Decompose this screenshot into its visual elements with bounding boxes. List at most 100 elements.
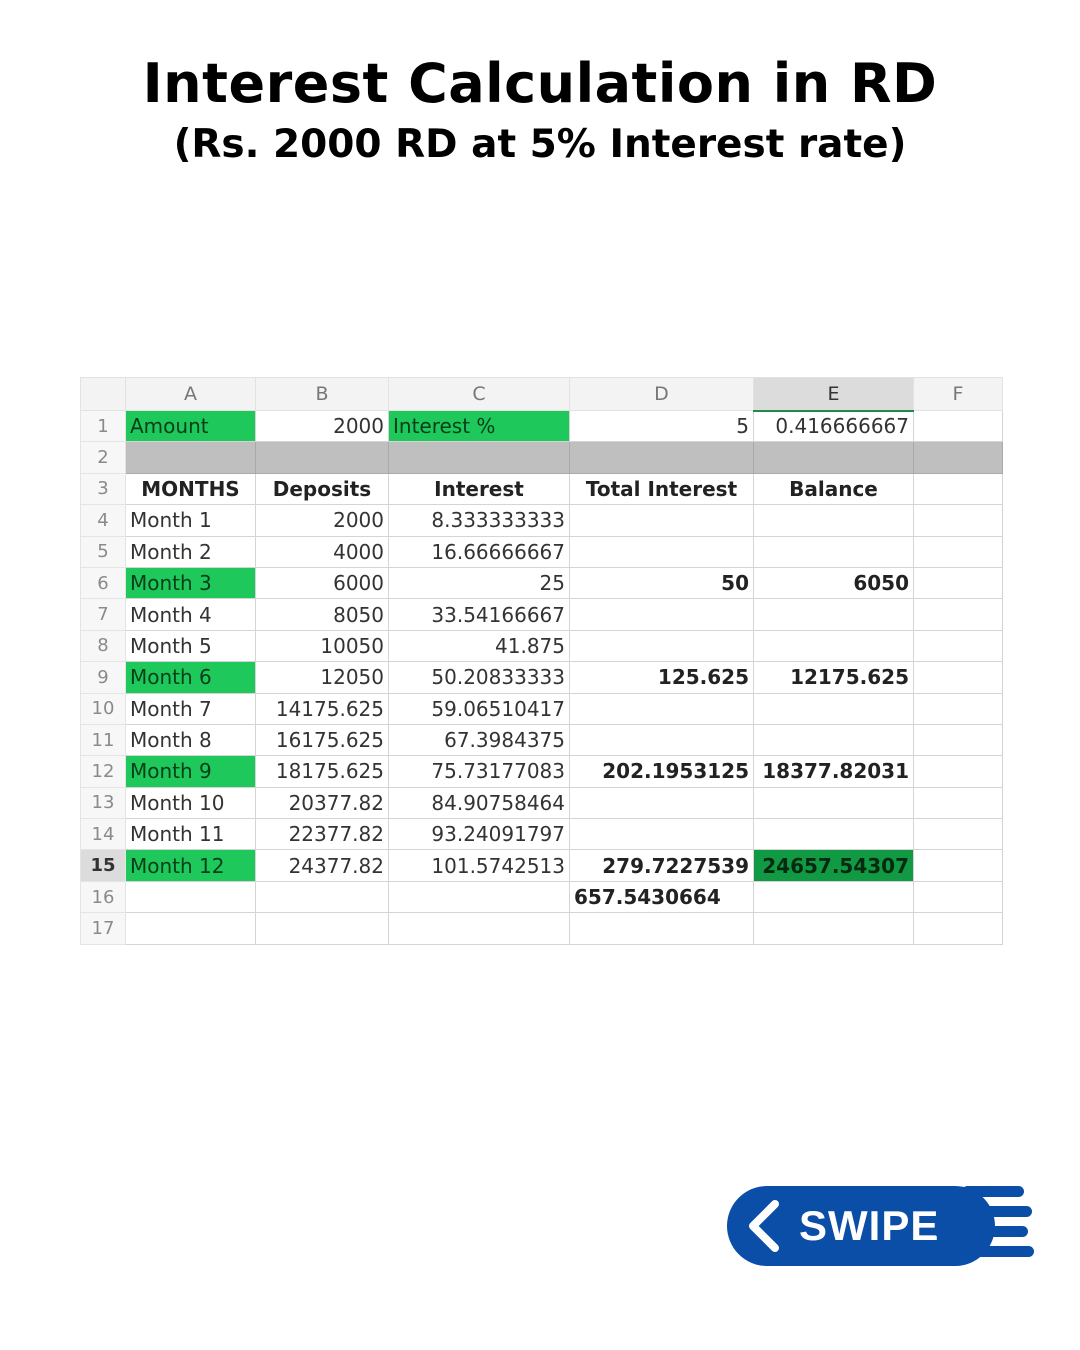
deposit-cell[interactable]: 6000 xyxy=(255,566,389,600)
cell[interactable] xyxy=(913,755,1003,788)
balance-cell[interactable] xyxy=(753,723,914,757)
column-header-e[interactable]: E xyxy=(753,377,914,412)
deposit-cell[interactable]: 20377.82 xyxy=(255,786,389,820)
row-header[interactable]: 1 xyxy=(80,409,126,443)
row-header[interactable]: 13 xyxy=(80,786,126,820)
cell[interactable] xyxy=(388,880,570,914)
cell[interactable] xyxy=(913,409,1003,443)
interest-cell[interactable]: 101.5742513 xyxy=(388,849,570,882)
total-interest-cell[interactable]: 50 xyxy=(569,566,754,600)
balance-cell[interactable] xyxy=(753,535,914,568)
monthly-rate-cell[interactable]: 0.416666667 xyxy=(753,409,914,443)
deposit-cell[interactable]: 24377.82 xyxy=(255,849,389,882)
balance-cell[interactable] xyxy=(753,786,914,820)
cell[interactable] xyxy=(913,692,1003,725)
row-header[interactable]: 12 xyxy=(80,755,126,788)
balance-cell[interactable] xyxy=(753,504,914,537)
interest-value-cell[interactable]: 5 xyxy=(569,409,754,443)
month-cell[interactable]: Month 9 xyxy=(125,755,256,788)
cell[interactable] xyxy=(255,880,389,914)
separator-cell[interactable] xyxy=(125,441,256,474)
cell[interactable] xyxy=(913,912,1003,945)
balance-cell[interactable]: 18377.82031 xyxy=(753,755,914,788)
total-interest-cell[interactable]: 202.1953125 xyxy=(569,755,754,788)
balance-cell[interactable] xyxy=(753,629,914,663)
cell[interactable] xyxy=(913,566,1003,600)
interest-cell[interactable]: 67.3984375 xyxy=(388,723,570,757)
deposit-cell[interactable]: 4000 xyxy=(255,535,389,568)
row-header[interactable]: 16 xyxy=(80,880,126,914)
total-interest-cell[interactable] xyxy=(569,692,754,725)
separator-cell[interactable] xyxy=(569,441,754,474)
total-interest-cell[interactable] xyxy=(569,629,754,663)
separator-cell[interactable] xyxy=(388,441,570,474)
balance-cell[interactable]: 6050 xyxy=(753,566,914,600)
deposit-cell[interactable]: 2000 xyxy=(255,504,389,537)
row-header[interactable]: 5 xyxy=(80,535,126,568)
month-cell[interactable]: Month 8 xyxy=(125,723,256,757)
cell[interactable] xyxy=(913,629,1003,663)
deposit-cell[interactable]: 18175.625 xyxy=(255,755,389,788)
grand-total-interest-cell[interactable]: 657.5430664 xyxy=(569,880,754,914)
interest-cell[interactable]: 25 xyxy=(388,566,570,600)
deposit-cell[interactable]: 22377.82 xyxy=(255,818,389,851)
column-header-a[interactable]: A xyxy=(125,377,256,411)
balance-cell[interactable]: 12175.625 xyxy=(753,661,914,694)
month-cell[interactable]: Month 4 xyxy=(125,598,256,631)
month-cell[interactable]: Month 3 xyxy=(125,566,256,600)
header-deposits-cell[interactable]: Deposits xyxy=(255,472,389,506)
row-header[interactable]: 6 xyxy=(80,566,126,600)
header-total-interest-cell[interactable]: Total Interest xyxy=(569,472,754,506)
month-cell[interactable]: Month 12 xyxy=(125,849,256,882)
row-header[interactable]: 17 xyxy=(80,912,126,945)
interest-cell[interactable]: 93.24091797 xyxy=(388,818,570,851)
balance-cell[interactable] xyxy=(753,598,914,631)
cell[interactable] xyxy=(913,535,1003,568)
cell[interactable] xyxy=(753,912,914,945)
row-header[interactable]: 2 xyxy=(80,441,126,474)
separator-cell[interactable] xyxy=(913,441,1003,474)
row-header[interactable]: 9 xyxy=(80,661,126,694)
cell[interactable] xyxy=(913,661,1003,694)
amount-value-cell[interactable]: 2000 xyxy=(255,409,389,443)
interest-cell[interactable]: 16.66666667 xyxy=(388,535,570,568)
total-interest-cell[interactable] xyxy=(569,786,754,820)
row-header[interactable]: 8 xyxy=(80,629,126,663)
deposit-cell[interactable]: 14175.625 xyxy=(255,692,389,725)
row-header[interactable]: 15 xyxy=(80,849,126,882)
row-header[interactable]: 7 xyxy=(80,598,126,631)
interest-label-cell[interactable]: Interest % xyxy=(388,409,570,443)
interest-cell[interactable]: 8.333333333 xyxy=(388,504,570,537)
month-cell[interactable]: Month 11 xyxy=(125,818,256,851)
deposit-cell[interactable]: 10050 xyxy=(255,629,389,663)
cell[interactable] xyxy=(913,598,1003,631)
interest-cell[interactable]: 75.73177083 xyxy=(388,755,570,788)
header-interest-cell[interactable]: Interest xyxy=(388,472,570,506)
select-all-corner[interactable] xyxy=(80,377,126,411)
cell[interactable] xyxy=(125,912,256,945)
deposit-cell[interactable]: 16175.625 xyxy=(255,723,389,757)
total-interest-cell[interactable] xyxy=(569,723,754,757)
row-header[interactable]: 4 xyxy=(80,504,126,537)
interest-cell[interactable]: 50.20833333 xyxy=(388,661,570,694)
cell[interactable] xyxy=(913,786,1003,820)
cell[interactable] xyxy=(913,880,1003,914)
month-cell[interactable]: Month 7 xyxy=(125,692,256,725)
month-cell[interactable]: Month 2 xyxy=(125,535,256,568)
cell[interactable] xyxy=(388,912,570,945)
amount-label-cell[interactable]: Amount xyxy=(125,409,256,443)
interest-cell[interactable]: 33.54166667 xyxy=(388,598,570,631)
total-interest-cell[interactable]: 125.625 xyxy=(569,661,754,694)
cell[interactable] xyxy=(913,504,1003,537)
cell[interactable] xyxy=(913,818,1003,851)
total-interest-cell[interactable] xyxy=(569,818,754,851)
total-interest-cell[interactable]: 279.7227539 xyxy=(569,849,754,882)
month-cell[interactable]: Month 6 xyxy=(125,661,256,694)
row-header[interactable]: 11 xyxy=(80,723,126,757)
interest-cell[interactable]: 59.06510417 xyxy=(388,692,570,725)
balance-cell[interactable] xyxy=(753,692,914,725)
month-cell[interactable]: Month 10 xyxy=(125,786,256,820)
column-header-b[interactable]: B xyxy=(255,377,389,411)
deposit-cell[interactable]: 8050 xyxy=(255,598,389,631)
row-header[interactable]: 10 xyxy=(80,692,126,725)
